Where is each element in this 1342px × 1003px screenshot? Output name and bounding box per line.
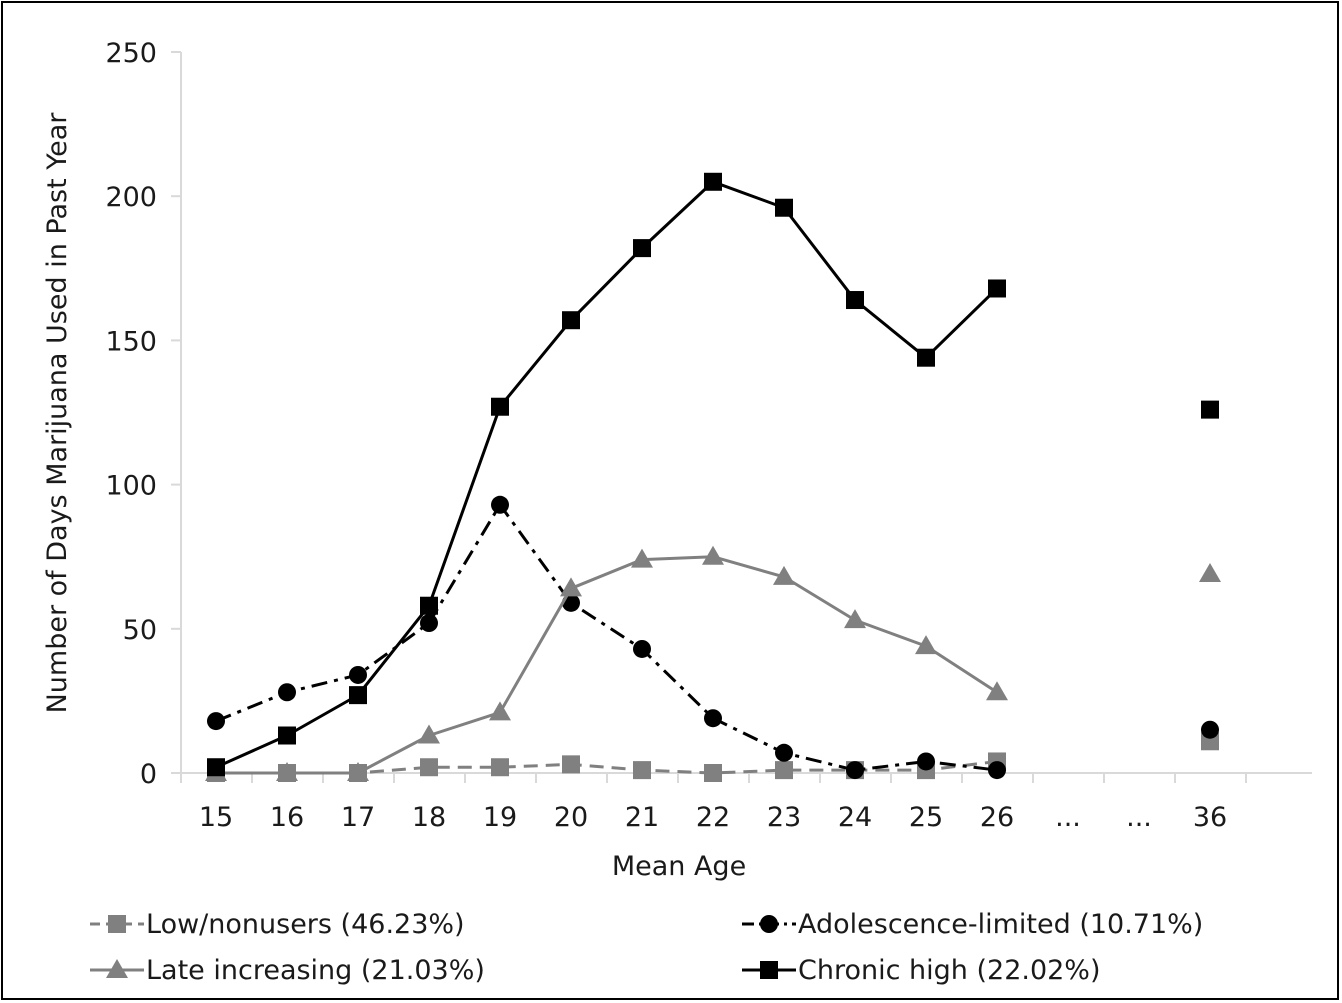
legend-swatch-chronic-high bbox=[742, 961, 796, 979]
x-axis-label: Mean Age bbox=[612, 851, 746, 882]
data-point bbox=[1201, 400, 1219, 419]
y-tick-label: 150 bbox=[105, 326, 157, 357]
data-point bbox=[775, 743, 793, 762]
data-point bbox=[1199, 563, 1221, 583]
legend-label-late-increasing: Late increasing (21.03%) bbox=[146, 954, 485, 986]
y-tick-label: 100 bbox=[105, 471, 157, 502]
x-tick-label: ... bbox=[1055, 802, 1081, 833]
data-point bbox=[702, 545, 724, 565]
legend-swatch-late-increasing bbox=[90, 959, 144, 978]
y-tick-label: 200 bbox=[105, 182, 157, 213]
data-point bbox=[278, 726, 296, 745]
plot-area bbox=[205, 172, 1221, 782]
data-point bbox=[489, 701, 511, 721]
data-point bbox=[633, 639, 651, 658]
x-tick-label: 17 bbox=[341, 802, 375, 833]
legend-item-chronic-high: Chronic high (22.02%) bbox=[740, 952, 1101, 988]
x-tick-label: 26 bbox=[980, 802, 1014, 833]
data-point bbox=[988, 279, 1006, 298]
data-point bbox=[347, 762, 369, 781]
series-1 bbox=[207, 495, 1219, 780]
data-point bbox=[846, 761, 864, 780]
data-point bbox=[420, 758, 438, 777]
data-point bbox=[491, 758, 509, 777]
triangle-marker bbox=[106, 959, 128, 978]
x-tick-label: 19 bbox=[483, 802, 517, 833]
x-tick-label: 24 bbox=[838, 802, 872, 833]
legend-label-low-nonusers: Low/nonusers (46.23%) bbox=[146, 908, 465, 940]
data-point bbox=[844, 609, 866, 629]
y-axis-label: Number of Days Marijuana Used in Past Ye… bbox=[42, 112, 73, 714]
data-point bbox=[562, 311, 580, 330]
circle-marker bbox=[760, 915, 778, 933]
data-point bbox=[418, 724, 440, 744]
data-point bbox=[491, 495, 509, 514]
square-marker bbox=[760, 961, 778, 979]
x-tick-label: 25 bbox=[909, 802, 943, 833]
y-tick-label: 0 bbox=[140, 759, 157, 790]
data-point bbox=[633, 239, 651, 258]
data-point bbox=[986, 681, 1008, 701]
data-point bbox=[704, 764, 722, 782]
x-tick-label: 36 bbox=[1193, 802, 1227, 833]
series-2 bbox=[205, 545, 1221, 781]
data-point bbox=[420, 596, 438, 615]
x-tick-label: 21 bbox=[625, 802, 659, 833]
data-point bbox=[420, 614, 438, 633]
data-point bbox=[207, 758, 225, 777]
x-tick-label: ... bbox=[1126, 802, 1152, 833]
data-point bbox=[562, 755, 580, 774]
data-point bbox=[276, 762, 298, 781]
x-tick-label: 16 bbox=[270, 802, 304, 833]
series-line bbox=[216, 759, 998, 775]
data-point bbox=[631, 548, 653, 568]
legend-item-late-increasing: Late increasing (21.03%) bbox=[88, 952, 485, 988]
data-point bbox=[560, 577, 582, 597]
legend-item-low-nonusers: Low/nonusers (46.23%) bbox=[88, 906, 465, 942]
y-axis: 0 50 100 150 200 250 bbox=[105, 38, 182, 790]
data-point bbox=[349, 665, 367, 684]
y-tick-label: 250 bbox=[105, 38, 157, 69]
legend-swatch-adolescence-limited bbox=[742, 915, 796, 933]
series-line bbox=[215, 503, 998, 772]
series-line bbox=[215, 180, 999, 769]
data-point bbox=[846, 291, 864, 310]
series-line bbox=[216, 555, 998, 775]
data-point bbox=[915, 635, 937, 655]
data-point bbox=[207, 712, 225, 731]
data-point bbox=[1201, 720, 1219, 739]
data-point bbox=[775, 198, 793, 217]
data-point bbox=[775, 761, 793, 780]
data-point bbox=[704, 172, 722, 191]
x-tick-label: 20 bbox=[554, 802, 588, 833]
data-point bbox=[988, 761, 1006, 780]
y-tick-label: 50 bbox=[123, 615, 157, 646]
x-tick-label: 22 bbox=[696, 802, 730, 833]
data-point bbox=[278, 683, 296, 702]
legend-label-chronic-high: Chronic high (22.02%) bbox=[798, 954, 1101, 986]
legend-item-adolescence-limited: Adolescence-limited (10.71%) bbox=[740, 906, 1203, 942]
data-point bbox=[349, 686, 367, 705]
data-point bbox=[917, 348, 935, 367]
x-tick-label: 15 bbox=[199, 802, 233, 833]
legend-swatch-low-nonusers bbox=[90, 915, 144, 933]
square-marker bbox=[108, 915, 126, 933]
data-point bbox=[704, 709, 722, 728]
x-axis: 15 16 17 18 19 20 21 22 23 24 25 26...... 36 bbox=[180, 772, 1312, 833]
x-tick-label: 18 bbox=[412, 802, 446, 833]
legend-label-adolescence-limited: Adolescence-limited (10.71%) bbox=[798, 908, 1204, 940]
data-point bbox=[491, 397, 509, 416]
x-tick-label: 23 bbox=[767, 802, 801, 833]
series-3 bbox=[207, 172, 1219, 777]
data-point bbox=[773, 565, 795, 585]
data-point bbox=[917, 752, 935, 771]
data-point bbox=[633, 761, 651, 780]
